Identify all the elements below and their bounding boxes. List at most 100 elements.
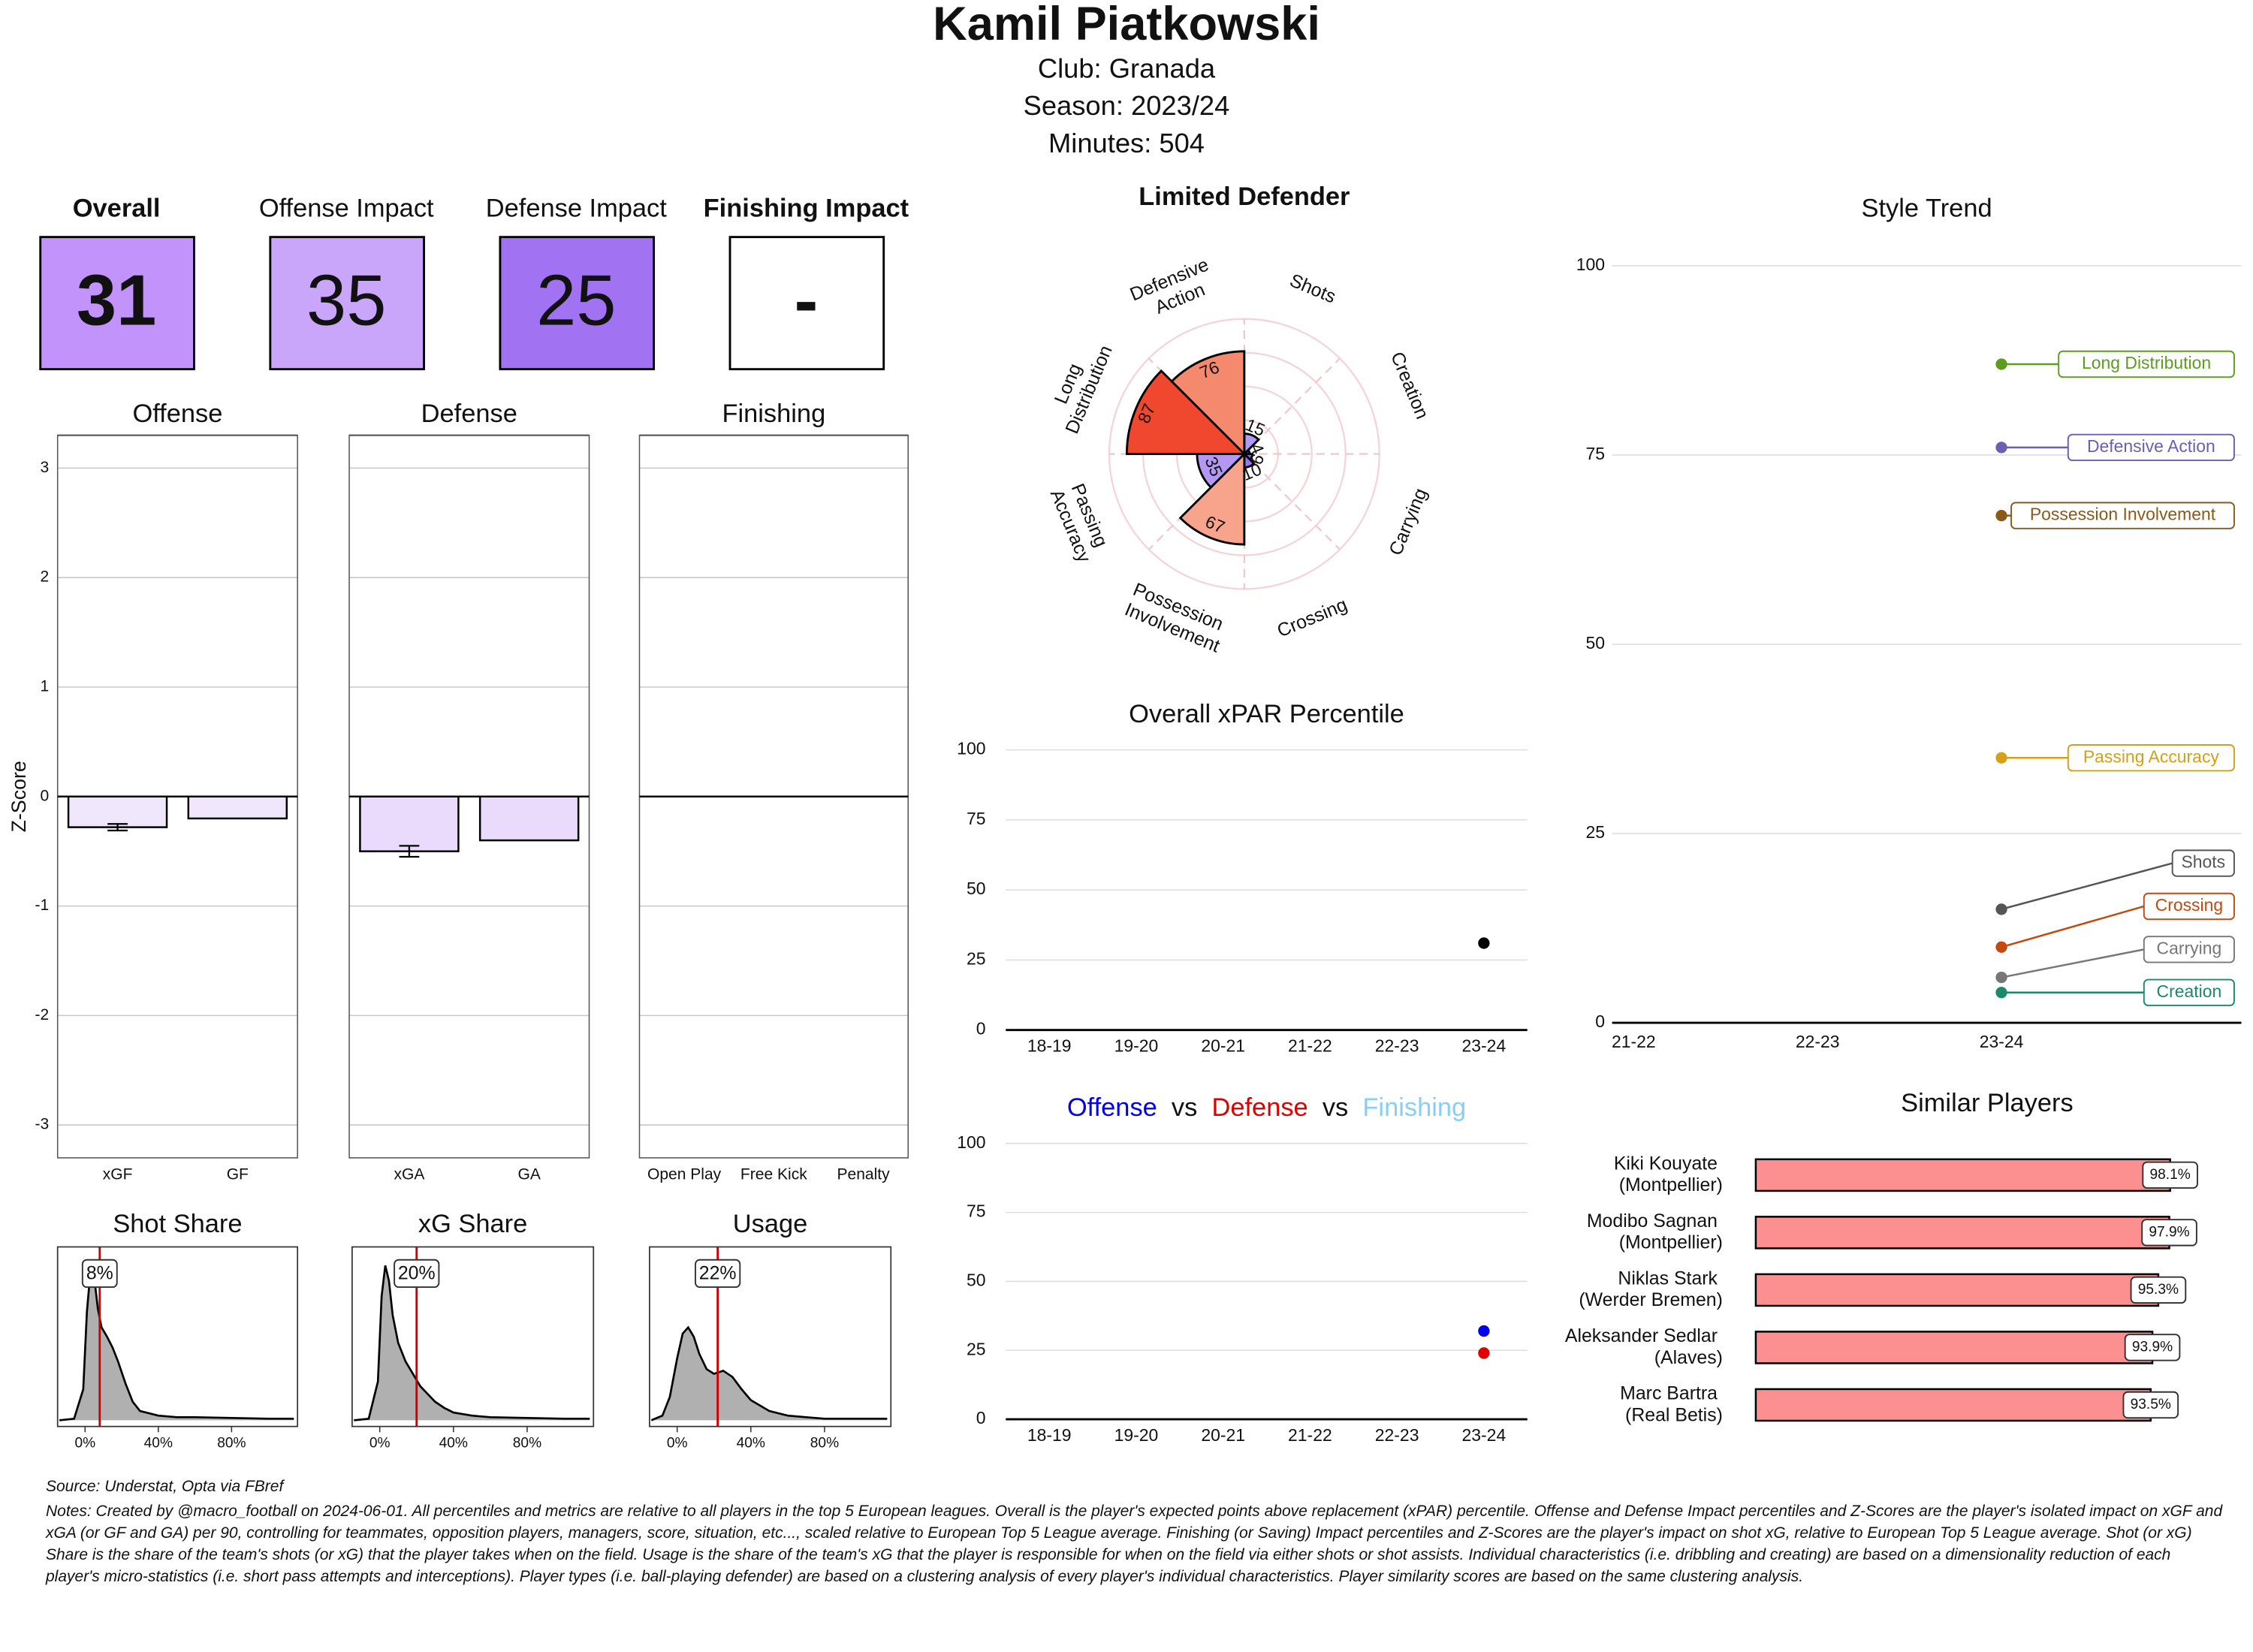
polar-spoke [1244,453,1341,550]
y-tick-label: Kiki Kouyate (Montpellier) [1614,1153,1723,1195]
x-tick-label: xGA [394,1165,424,1183]
x-tick-label: 23-24 [1462,1425,1507,1445]
score-box [499,236,656,371]
notes: Notes: Created by @macro_football on 202… [46,1503,2223,1585]
score-value: 25 [536,261,616,341]
bar [1754,1216,2170,1250]
marker-label: 8% [86,1262,113,1283]
x-tick-label: 19-20 [1114,1036,1159,1056]
x-tick-label: 22-23 [1796,1032,1840,1051]
point [1995,941,2007,953]
x-tick-label: 0% [74,1436,95,1452]
polar-spoke [1244,357,1341,455]
y-tick-label: -1 [35,897,50,914]
y-tick-label: 75 [1586,444,1606,463]
score-title: Defense Impact [486,194,668,222]
density-area [651,1327,888,1421]
x-tick-label: 22-23 [1375,1036,1419,1056]
source: Source: Understat, Opta via FBref [46,1478,284,1495]
bar [187,795,288,820]
polar-category-label: Creation [1386,348,1433,422]
x-tick-label: 20-21 [1201,1425,1245,1445]
footer: Source: Understat, Opta via FBref Notes:… [46,1476,2224,1590]
y-tick-label: 75 [967,809,986,828]
club: Club: Granada [1038,53,1216,83]
title-separator: vs [1157,1093,1212,1122]
score-value: 35 [306,261,386,341]
x-tick-label: 0% [369,1436,391,1452]
x-tick-label: 80% [513,1436,541,1452]
x-tick-label: 80% [217,1436,246,1452]
value-label: 98.1% [2150,1167,2191,1183]
bar [67,795,168,828]
label-connector [2001,905,2145,948]
y-tick-label: 25 [1586,822,1606,842]
density-area [59,1270,294,1421]
panel-frame [56,1246,299,1427]
x-tick-label: Free Kick [740,1165,807,1183]
label-connector [2001,948,2145,978]
y-tick-label: -2 [35,1006,50,1023]
marker-label-box [81,1259,118,1289]
y-tick-label: 0 [1595,1011,1605,1031]
y-tick-label: 0 [976,1408,986,1427]
polar-wedge [1170,350,1246,457]
score-title: Offense Impact [259,194,434,222]
error-bar [399,845,420,858]
x-tick-label: 23-24 [1980,1032,2024,1051]
marker-label-box [695,1259,741,1289]
polar-category-label: Possession Involvement [1122,579,1232,657]
chart-title: Similar Players [1901,1089,2074,1117]
marker-label: 22% [699,1262,737,1283]
series-label-box [2143,978,2235,1006]
density-area [354,1265,590,1421]
series-label: Shots [2181,852,2225,872]
series-label: Passing Accuracy [2083,746,2220,766]
polar-wedge [1125,369,1247,455]
polar-category-label: Long Distribution [1041,334,1116,437]
x-tick-label: GF [227,1165,249,1183]
bar [478,795,580,842]
x-tick-label: 40% [439,1436,468,1452]
x-tick-label: 23-24 [1462,1036,1507,1056]
value-label: 97.9% [2149,1224,2189,1240]
panel-title: Finishing [722,399,825,428]
score-value: 31 [77,261,156,341]
panel-title: Defense [421,399,517,428]
panel-frame [649,1246,892,1427]
point [1478,1347,1490,1359]
y-tick-label: Niklas Stark (Werder Bremen) [1579,1268,1723,1310]
panel-title: xG Share [418,1210,527,1238]
y-tick-label: 25 [967,1339,986,1358]
point [1995,509,2007,522]
y-tick-label: 3 [41,459,50,476]
marker-label-box [394,1259,440,1289]
bar [1754,1273,2160,1307]
score-title: Finishing Impact [704,194,909,222]
y-tick-label: 75 [967,1201,986,1221]
y-tick-label: 25 [967,948,986,968]
y-tick-label: 50 [967,879,986,898]
y-tick-label: 0 [976,1019,986,1039]
chart-title: Overall xPAR Percentile [1129,700,1404,728]
y-tick-label: 1 [41,678,50,695]
y-tick-label: 50 [1586,633,1606,653]
chart-title: Limited Defender [1139,182,1350,211]
series-label: Carrying [2157,938,2222,957]
score-box [269,236,425,371]
series-label: Long Distribution [2082,353,2211,372]
panel-frame [351,1246,595,1427]
polar-category-label: Passing Accuracy [1046,478,1115,566]
value-label-box [2124,1334,2181,1361]
polar-category-label: Shots [1286,270,1338,307]
x-tick-label: 40% [144,1436,173,1452]
chart-title: Offense vs Defense vs Finishing [1067,1093,1466,1122]
y-tick-label: 50 [967,1270,986,1289]
y-tick-label: 100 [957,739,985,758]
y-tick-label: Aleksander Sedlar (Alaves) [1565,1325,1723,1368]
value-label: 95.3% [2138,1282,2179,1298]
value-label-box [2142,1161,2198,1189]
y-tick-label: 100 [957,1132,985,1152]
x-tick-label: 18-19 [1027,1036,1072,1056]
